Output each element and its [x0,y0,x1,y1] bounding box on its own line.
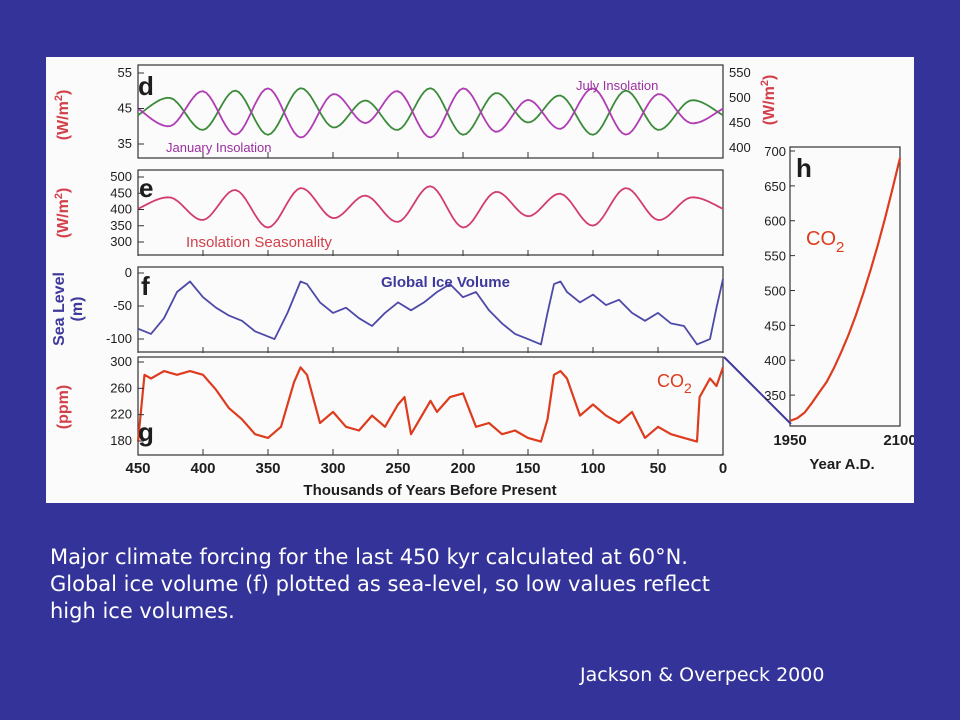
figure-canvas: 5545355004504003503000-50-10030026022018… [51,64,914,499]
panel-d-ylabel: (W/m2) [53,90,72,141]
january-insolation-label: January Insolation [166,140,272,155]
panel-h-frame [789,146,901,427]
ytick-h-2: 600 [764,214,786,229]
ytick-g-2: 220 [110,407,132,422]
panel-d-ylabel-right: (W/m2) [759,75,778,126]
july-insolation-label: July Insolation [576,78,658,93]
series-line-d-1 [137,87,724,139]
ytick-h-1: 650 [764,179,786,194]
xtick-label-4: 250 [385,460,410,477]
panel-letter-h: h [796,153,812,183]
ytick-h-0: 700 [764,144,786,159]
panel-f-ylabel-main: Sea Level [51,272,68,346]
series-line-g-0 [136,366,725,443]
series-line-e-0 [137,185,724,229]
panel-letter-g: g [138,417,154,447]
ytick-h-7: 350 [764,388,786,403]
ytick-e-2: 400 [110,202,132,217]
ytick-e-4: 300 [110,234,132,249]
ytick-right-d-3: 400 [729,140,751,155]
xtick-label-9: 0 [719,460,727,477]
ytick-g-1: 260 [110,380,132,395]
xtick-label-6: 150 [515,460,540,477]
xtick-label-0: 450 [125,460,150,477]
ytick-g-3: 180 [110,433,132,448]
ytick-e-3: 350 [110,218,132,233]
ytick-e-1: 450 [110,185,132,200]
ytick-right-d-1: 500 [729,90,751,105]
ytick-f-2: -100 [106,331,132,346]
ytick-d-1: 45 [118,101,132,116]
climate-forcing-figure: 55 45 35 500 450 400 350 300 0 -50 -100 300 260 220 18… [46,57,914,503]
ytick-h-6: 400 [764,353,786,368]
panel-d-frame [137,64,724,159]
ytick-h-3: 550 [764,249,786,264]
panel-h-xaxis-title: Year A.D. [809,456,874,473]
caption-line-2: Global ice volume (f) plotted as sea-lev… [50,572,711,596]
ytick-d-0: 55 [118,65,132,80]
xtick-label-1: 400 [190,460,215,477]
xtick-label-3: 300 [320,460,345,477]
series-line-d-0 [137,87,724,136]
series-line-f-0 [137,278,724,346]
shared-xaxis-title: Thousands of Years Before Present [303,482,556,499]
panel-e-ylabel: (W/m2) [53,188,72,239]
panel-g-frame [137,356,724,456]
caption-line-1: Major climate forcing for the last 450 k… [50,545,688,569]
zoom-connector-line [723,356,792,425]
ytick-h-5: 450 [764,318,786,333]
figure-caption: Major climate forcing for the last 450 k… [50,544,910,625]
co2-label-g: CO2 [657,371,692,396]
panel-g-ylabel: (ppm) [55,385,72,429]
co2-label-h: CO2 [806,228,844,256]
caption-line-3: high ice volumes. [50,599,235,623]
xtick-label-7: 100 [580,460,605,477]
ytick-h-4: 500 [764,283,786,298]
ytick-f-1: -50 [113,298,132,313]
citation-credit: Jackson & Overpeck 2000 [580,664,825,686]
panel-letter-d: d [138,71,154,101]
ytick-e-0: 500 [110,169,132,184]
xtick-label-5: 200 [450,460,475,477]
panel-f-ylabel-unit: (m) [69,297,86,322]
ytick-d-2: 35 [118,136,132,151]
ytick-f-0: 0 [125,265,132,280]
ice-volume-label: Global Ice Volume [381,274,510,291]
xtick-h-0: 1950 [773,432,806,449]
panel-f-frame [137,266,724,353]
panel-letter-e: e [139,173,153,203]
ytick-right-d-2: 450 [729,115,751,130]
seasonality-label: Insolation Seasonality [186,234,332,251]
ytick-right-d-0: 550 [729,65,751,80]
ytick-g-0: 300 [110,354,132,369]
series-line-h-0 [789,157,902,422]
xtick-label-8: 50 [650,460,667,477]
panel-e-frame [137,169,724,256]
panel-letter-f: f [141,271,150,301]
xtick-h-1: 2100 [883,432,914,449]
xtick-label-2: 350 [255,460,280,477]
